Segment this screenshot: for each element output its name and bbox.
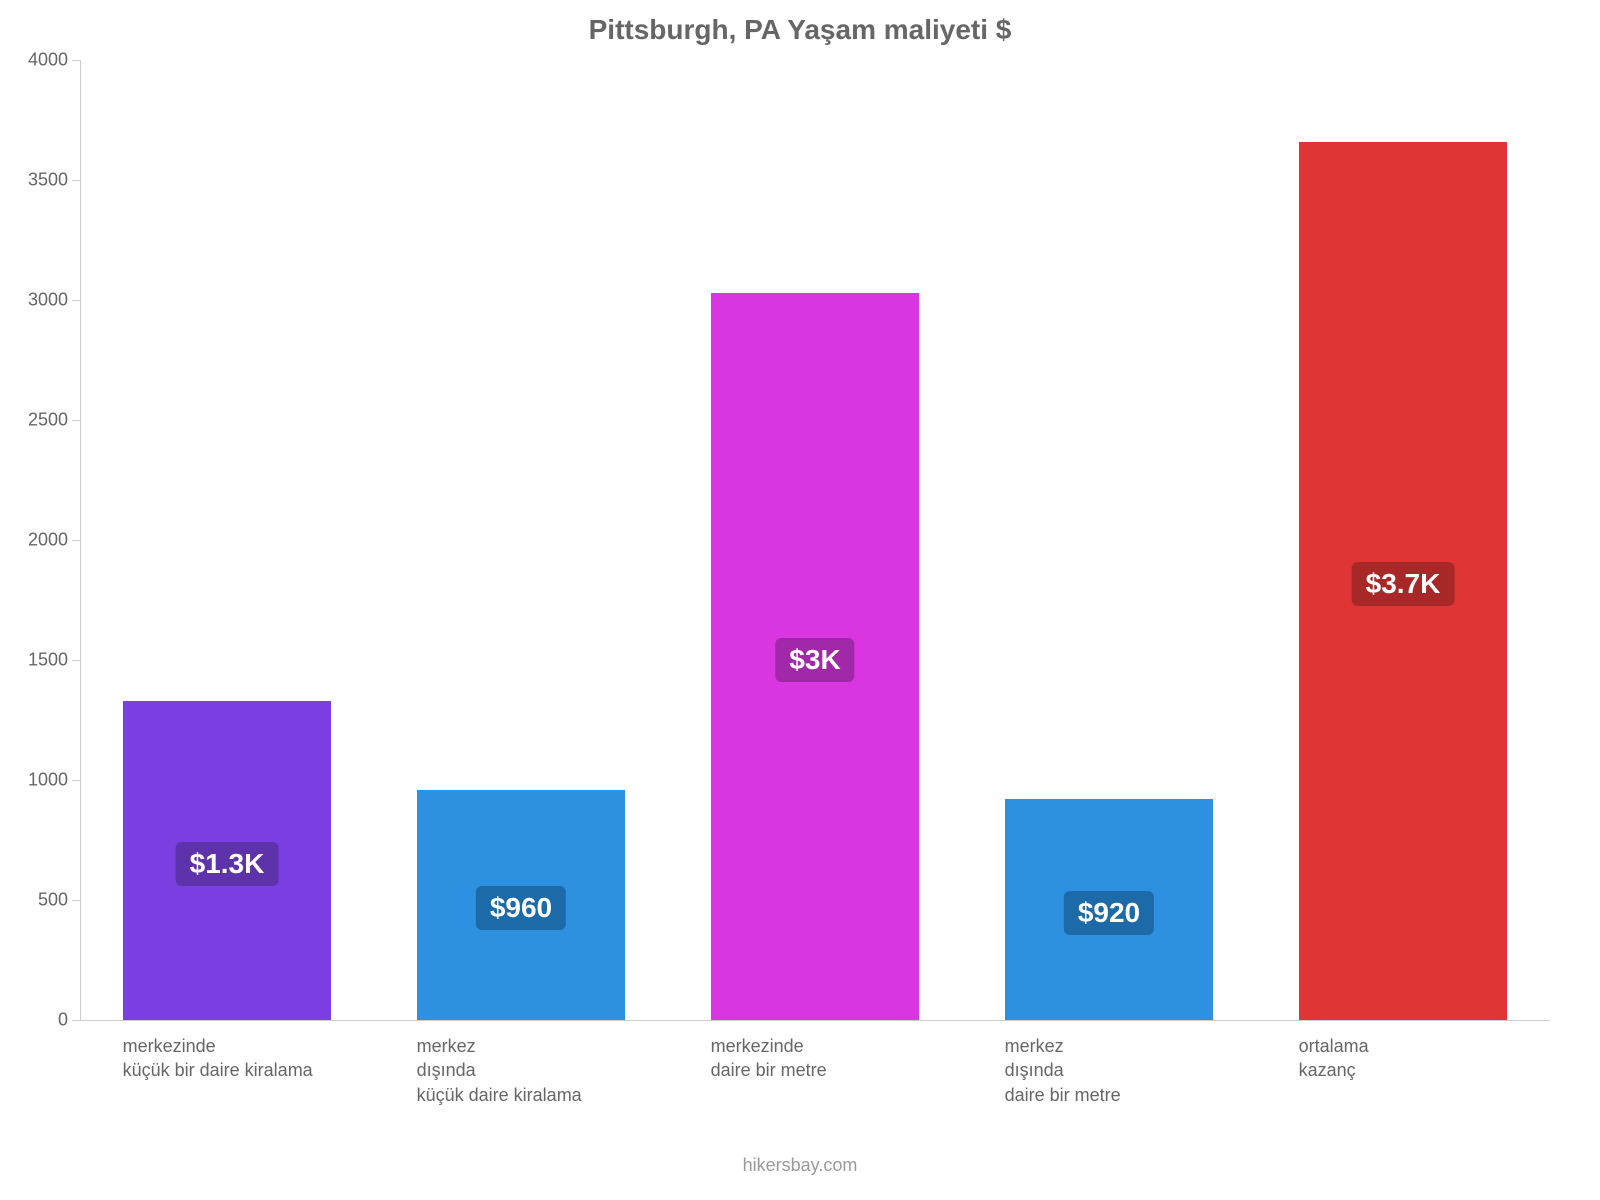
y-tick-mark (72, 300, 80, 301)
y-tick-mark (72, 180, 80, 181)
y-tick-mark (72, 900, 80, 901)
plot-area: 05001000150020002500300035004000$1.3Kmer… (80, 60, 1550, 1020)
y-tick-mark (72, 540, 80, 541)
attribution-text: hikersbay.com (0, 1155, 1600, 1176)
bar: $960 (417, 790, 626, 1020)
bar-value-label: $1.3K (176, 842, 279, 886)
bar: $920 (1005, 799, 1214, 1020)
cost-of-living-chart: Pittsburgh, PA Yaşam maliyeti $ 05001000… (0, 0, 1600, 1200)
chart-title: Pittsburgh, PA Yaşam maliyeti $ (0, 14, 1600, 46)
x-category-label: merkez dışında küçük daire kiralama (417, 1020, 582, 1107)
y-tick-mark (72, 660, 80, 661)
bar: $3K (711, 293, 920, 1020)
y-tick-mark (72, 780, 80, 781)
bar-value-label: $3.7K (1352, 562, 1455, 606)
y-tick-mark (72, 420, 80, 421)
y-tick-mark (72, 60, 80, 61)
x-category-label: merkezinde küçük bir daire kiralama (123, 1020, 313, 1083)
y-tick-mark (72, 1020, 80, 1021)
x-category-label: merkez dışında daire bir metre (1005, 1020, 1121, 1107)
bar-value-label: $3K (775, 638, 854, 682)
bar: $1.3K (123, 701, 332, 1020)
y-axis (80, 60, 81, 1020)
x-category-label: ortalama kazanç (1299, 1020, 1369, 1083)
bar-value-label: $960 (476, 886, 566, 930)
bar: $3.7K (1299, 142, 1508, 1020)
bar-value-label: $920 (1064, 891, 1154, 935)
x-category-label: merkezinde daire bir metre (711, 1020, 827, 1083)
